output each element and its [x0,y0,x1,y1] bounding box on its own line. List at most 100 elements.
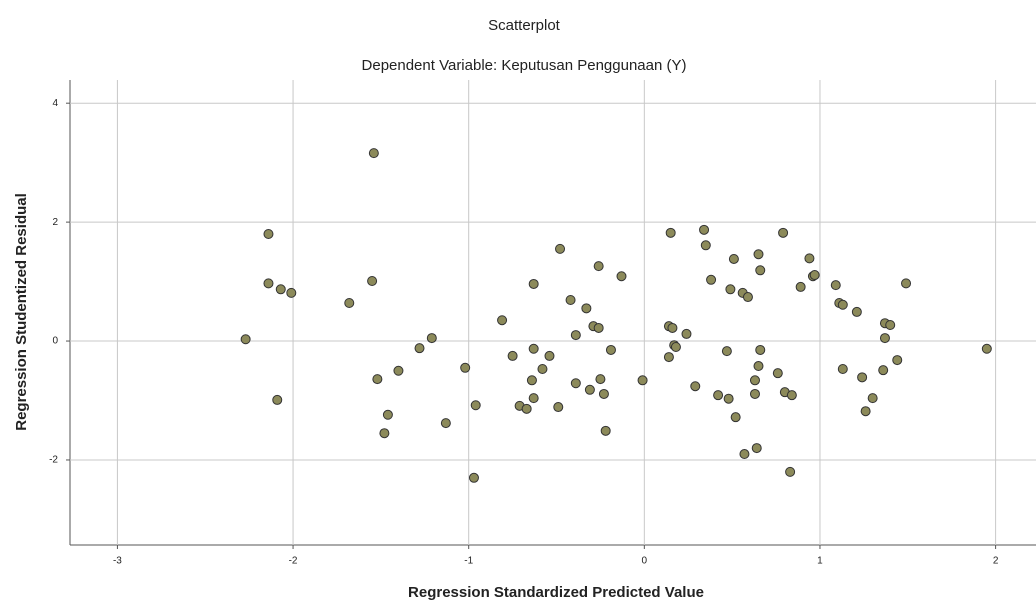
point [554,403,563,412]
point [394,366,403,375]
point [596,375,605,384]
point [805,254,814,263]
point [740,450,749,459]
point [714,391,723,400]
point [879,366,888,375]
y-tick-label: -2 [49,455,58,466]
point [729,254,738,263]
point [527,376,536,385]
x-axis-title: Regression Standardized Predicted Value [408,584,704,601]
point [556,244,565,253]
point [726,285,735,294]
point [345,298,354,307]
point [585,385,594,394]
point [722,347,731,356]
point [982,344,991,353]
background [0,0,1036,607]
point [902,279,911,288]
point [743,293,752,302]
x-tick-label: 1 [817,556,823,567]
point [373,375,382,384]
point [724,394,733,403]
point [701,241,710,250]
point [529,344,538,353]
point [601,426,610,435]
point [368,276,377,285]
point [380,429,389,438]
point [668,323,677,332]
point [880,334,889,343]
point [571,379,580,388]
point [838,300,847,309]
point [858,373,867,382]
point [664,353,673,362]
y-axis-title: Regression Studentized Residual [13,193,30,431]
point [469,473,478,482]
point [369,149,378,158]
point [691,382,700,391]
point [886,320,895,329]
point [861,407,870,416]
point [868,394,877,403]
point [810,271,819,280]
point [786,467,795,476]
point [508,351,517,360]
chart: Scatterplot Dependent Variable: Keputusa… [0,0,1036,607]
point [700,225,709,234]
point [264,230,273,239]
point [682,329,691,338]
y-tick-label: 2 [52,217,58,228]
point [529,394,538,403]
point [606,345,615,354]
point [756,266,765,275]
point [666,228,675,237]
point [545,351,554,360]
point [441,419,450,428]
point [779,228,788,237]
point [471,401,480,410]
point [571,331,580,340]
point [731,413,740,422]
point [276,285,285,294]
point [566,296,575,305]
point [599,389,608,398]
point [754,250,763,259]
point [796,282,805,291]
point [752,444,761,453]
point [522,404,531,413]
point [461,363,470,372]
y-tick-label: 0 [52,336,58,347]
point [415,344,424,353]
y-tick-label: 4 [52,98,58,109]
point [383,410,392,419]
x-tick-label: -2 [289,556,298,567]
x-tick-label: 0 [642,556,648,567]
point [529,279,538,288]
point [831,281,840,290]
point [773,369,782,378]
point [750,389,759,398]
point [787,391,796,400]
point [538,364,547,373]
point [750,376,759,385]
point [852,307,861,316]
point [638,376,647,385]
point [594,262,603,271]
point [617,272,626,281]
point [498,316,507,325]
point [427,334,436,343]
point [287,288,296,297]
point [754,362,763,371]
point [582,304,591,313]
x-tick-label: -1 [464,556,473,567]
point [756,345,765,354]
chart-subtitle: Dependent Variable: Keputusan Penggunaan… [362,57,687,74]
point [838,364,847,373]
point [671,342,680,351]
point [707,275,716,284]
chart-title: Scatterplot [488,17,561,34]
point [264,279,273,288]
point [241,335,250,344]
point [893,356,902,365]
point [594,323,603,332]
